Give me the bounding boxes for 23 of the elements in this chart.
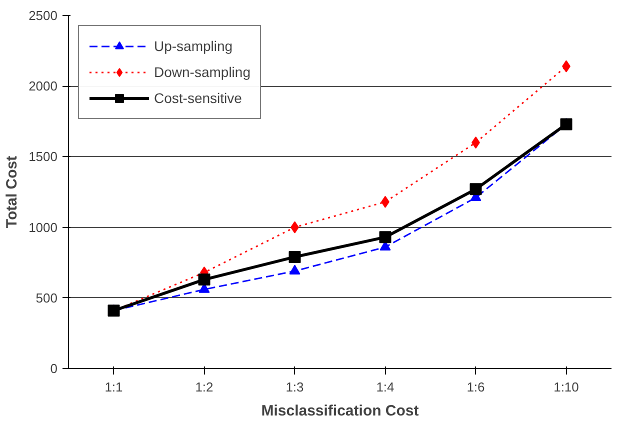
y-tick-label: 0 [50, 361, 58, 376]
y-tick-label: 1500 [28, 149, 58, 164]
x-tick-label: 1:4 [376, 380, 394, 394]
point [379, 231, 392, 244]
y-tick-label: 1000 [28, 220, 58, 235]
x-tick-label: 1:1 [104, 380, 123, 394]
y-axis-title: Total Cost [4, 156, 21, 228]
legend-label: Up-sampling [154, 38, 233, 54]
x-tick-label: 1:3 [286, 380, 304, 394]
x-axis-title: Misclassification Cost [261, 402, 419, 420]
legend-label: Down-sampling [154, 64, 250, 80]
point [288, 250, 301, 263]
legend-label: Cost-sensitive [154, 90, 242, 106]
x-tick-label: 1:10 [554, 380, 579, 394]
y-tick-label: 500 [36, 290, 58, 306]
point [289, 264, 300, 274]
x-tick-label: 1:2 [195, 380, 214, 394]
y-tick-label: 2500 [28, 8, 58, 23]
point [198, 274, 210, 286]
x-tick-label: 1:6 [466, 380, 485, 394]
point [470, 183, 482, 196]
point [560, 118, 572, 130]
y-tick-label: 2000 [28, 78, 58, 94]
